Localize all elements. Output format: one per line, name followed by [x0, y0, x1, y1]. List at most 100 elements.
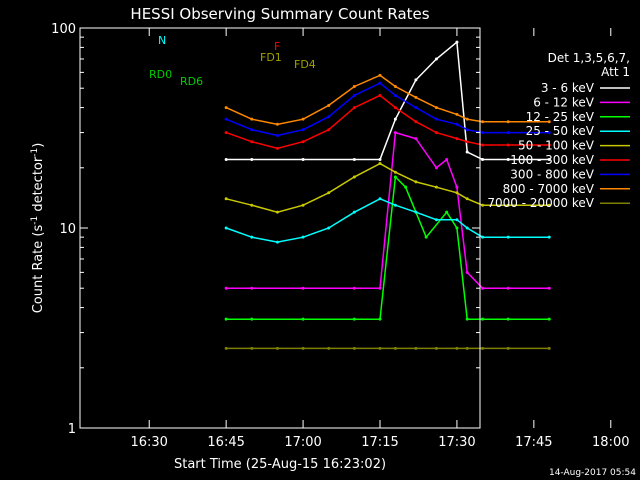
series-7-point-7	[393, 84, 397, 88]
series-5-point-0	[224, 131, 228, 135]
x-tick-label-3: 17:15	[361, 435, 398, 450]
legend-label-3: 25 - 50 keV	[526, 124, 595, 138]
series-4-point-12	[481, 203, 485, 207]
series-5-point-4	[327, 128, 331, 132]
series-6-point-3	[301, 128, 305, 132]
x-tick-label-5: 17:45	[515, 435, 552, 450]
series-6-point-8	[414, 106, 418, 110]
series-6-point-1	[250, 128, 254, 132]
series-1-point-0	[224, 286, 228, 290]
series-1-point-11	[481, 286, 485, 290]
series-0-point-8	[455, 40, 459, 44]
series-5-point-9	[434, 131, 438, 135]
annotations: N F FD1 FD4 RD0 RD6	[149, 34, 316, 88]
series-8-point-4	[327, 346, 331, 350]
series-5-point-13	[506, 143, 510, 147]
legend-label-2: 12 - 25 keV	[526, 110, 595, 124]
series-3-point-1	[250, 235, 254, 239]
series-2-point-8	[445, 210, 449, 214]
series-0-point-10	[481, 158, 485, 162]
series-8-point-8	[414, 346, 418, 350]
x-tick-label-1: 16:45	[207, 435, 244, 450]
series-6-point-12	[481, 131, 485, 135]
series-6-point-11	[465, 128, 469, 132]
series-2-point-0	[224, 317, 228, 321]
series-5-point-1	[250, 140, 254, 144]
series-5-point-10	[455, 137, 459, 141]
series-4-point-0	[224, 197, 228, 201]
series-3-point-13	[506, 235, 510, 239]
series-2-point-3	[352, 317, 356, 321]
series-6-point-6	[378, 81, 382, 85]
series-1-point-9	[455, 185, 459, 189]
series-1-point-6	[414, 137, 418, 141]
series-3-point-12	[481, 235, 485, 239]
series-6-point-9	[434, 117, 438, 121]
series-8-point-11	[465, 346, 469, 350]
series-8-point-12	[481, 346, 485, 350]
series-1-point-10	[465, 270, 469, 274]
series-6-point-0	[224, 117, 228, 121]
series-5-point-3	[301, 140, 305, 144]
x-tick-label-4: 17:30	[438, 435, 475, 450]
series-5-point-2	[275, 146, 279, 150]
series-4-point-6	[378, 162, 382, 166]
series-2-point-9	[455, 226, 459, 230]
series-2-point-12	[506, 317, 510, 321]
x-tick-label-2: 17:00	[284, 435, 321, 450]
footer-timestamp: 14-Aug-2017 05:54	[549, 468, 636, 478]
series-7-point-3	[301, 117, 305, 121]
series-4-point-11	[465, 197, 469, 201]
x-axis-ticks: 16:30 16:45 17:00 17:15 17:30 17:45 18:00	[130, 28, 630, 450]
series-8-point-7	[393, 346, 397, 350]
y-axis-ticks: 1 10 100	[51, 22, 480, 437]
series-4-point-10	[455, 191, 459, 195]
series-4-point-2	[275, 210, 279, 214]
annotation-rd6: RD6	[180, 75, 203, 88]
series-2-point-1	[250, 317, 254, 321]
series-0-point-7	[434, 57, 438, 61]
legend-label-1: 6 - 12 keV	[533, 95, 595, 109]
series-0-point-12	[547, 158, 551, 162]
y-tick-label-1: 10	[59, 222, 76, 237]
annotation-rd0: RD0	[149, 68, 172, 81]
annotation-fd1: FD1	[260, 51, 282, 64]
series-4-point-1	[250, 203, 254, 207]
series-2-point-2	[301, 317, 305, 321]
y-tick-label-0: 1	[68, 422, 76, 437]
series-6-point-4	[327, 115, 331, 119]
series-8-point-6	[378, 346, 382, 350]
series-2-point-7	[424, 235, 428, 239]
series-5-point-8	[414, 120, 418, 124]
series-7-point-5	[352, 84, 356, 88]
series-7-point-14	[547, 120, 551, 124]
series-4-point-4	[327, 191, 331, 195]
series-5-point-11	[465, 140, 469, 144]
legend-label-5: 100 - 300 keV	[510, 153, 594, 167]
series-3-point-8	[414, 210, 418, 214]
series-4-point-7	[393, 170, 397, 174]
series-line-7	[225, 74, 550, 126]
legend-label-4: 50 - 100 keV	[518, 139, 595, 153]
plot-area	[224, 40, 551, 350]
series-2-point-10	[465, 317, 469, 321]
series-8-point-5	[352, 346, 356, 350]
series-3-point-14	[547, 235, 551, 239]
series-7-point-9	[434, 106, 438, 110]
series-5-point-12	[481, 143, 485, 147]
series-8-point-14	[547, 346, 551, 350]
series-1-point-1	[250, 286, 254, 290]
annotation-n: N	[158, 34, 166, 47]
series-8-point-3	[301, 346, 305, 350]
series-4-point-9	[434, 185, 438, 189]
series-1-point-13	[547, 286, 551, 290]
series-8-point-2	[275, 346, 279, 350]
series-0-point-6	[414, 78, 418, 82]
series-2-point-13	[547, 317, 551, 321]
series-8-point-9	[434, 346, 438, 350]
series-4-point-14	[547, 203, 551, 207]
series-6-point-5	[352, 93, 356, 97]
series-8-point-10	[455, 346, 459, 350]
series-7-point-13	[506, 120, 510, 124]
